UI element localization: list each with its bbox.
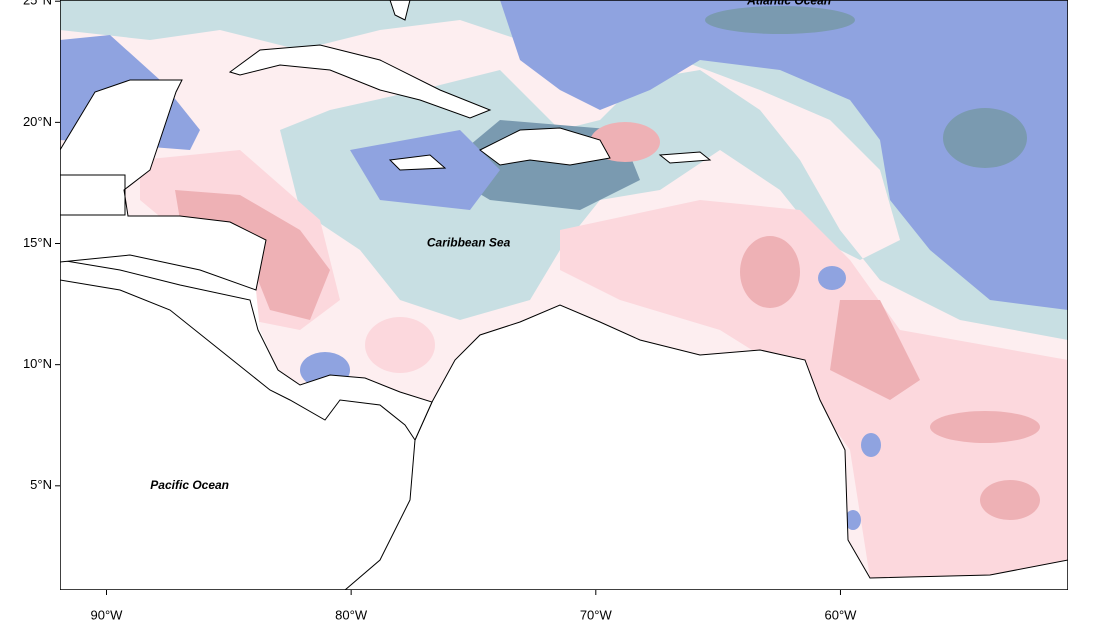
lat-tick-label: 5°N <box>30 477 52 492</box>
field <box>60 0 1068 590</box>
place-label: Caribbean Sea <box>427 236 511 250</box>
lon-tick-label: 80°W <box>335 607 368 622</box>
lon-tick-label: 60°W <box>824 607 857 622</box>
lat-tick-label: 15°N <box>23 235 52 250</box>
lon-tick-label: 70°W <box>580 607 613 622</box>
lat-tick-label: 10°N <box>23 356 52 371</box>
lat-tick-label: 25°N <box>23 0 52 8</box>
lon-tick-label: 90°W <box>91 607 124 622</box>
place-label: Pacific Ocean <box>150 478 229 492</box>
place-label: Atlantic Ocean <box>746 0 831 7</box>
lat-tick-label: 20°N <box>23 114 52 129</box>
